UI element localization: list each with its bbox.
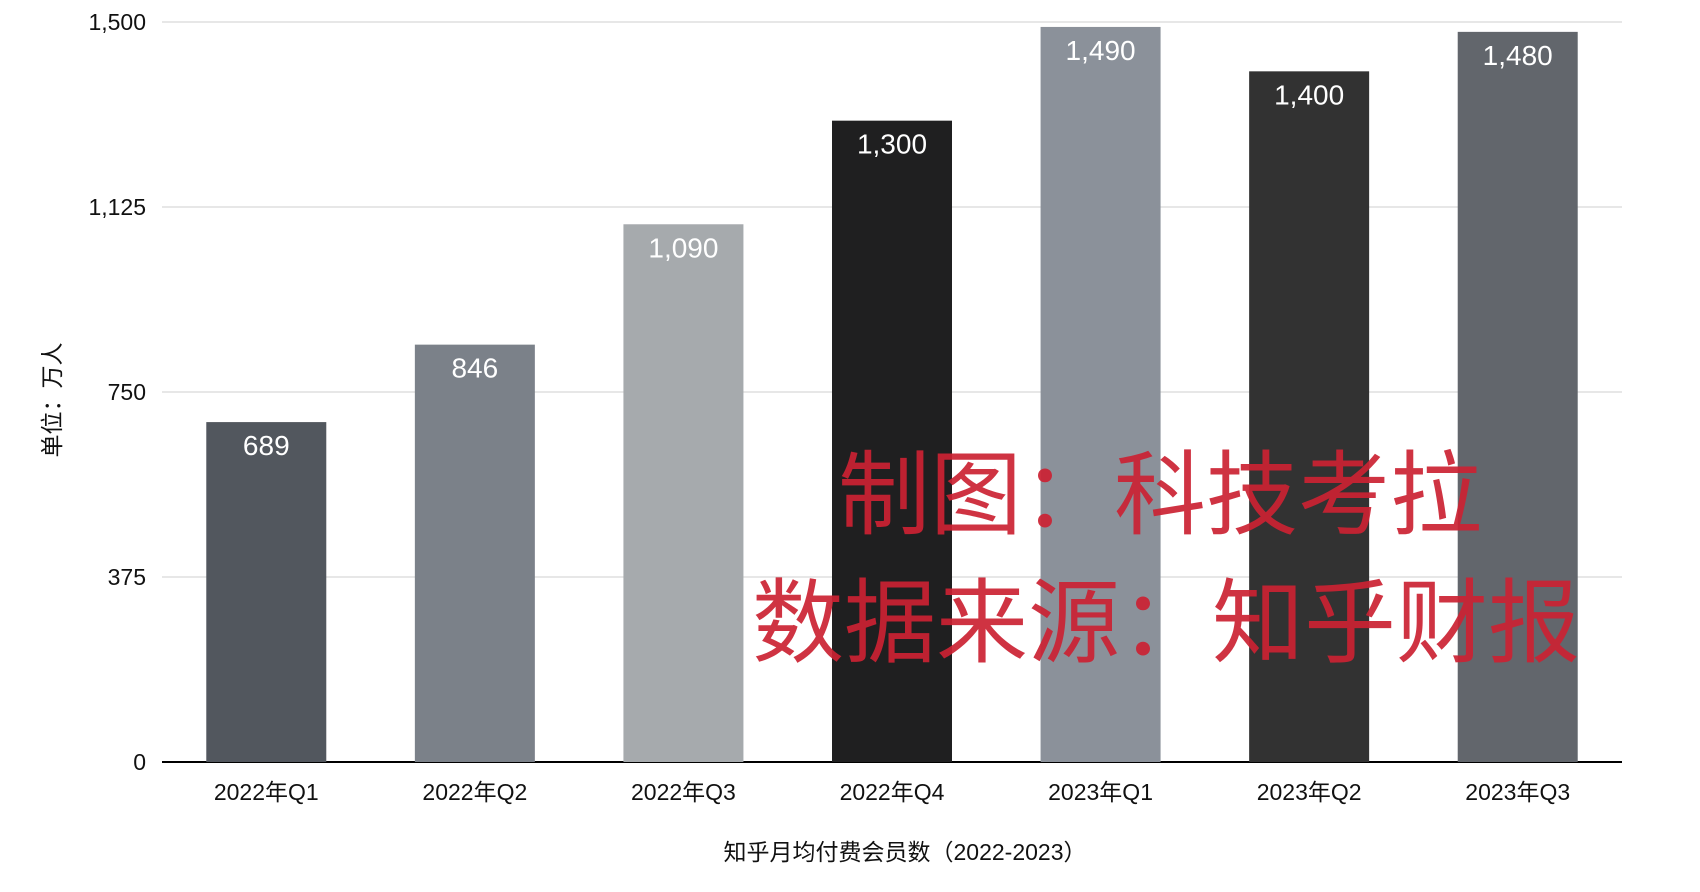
- x-tick-label: 2022年Q2: [422, 779, 527, 805]
- bar: [1040, 26, 1161, 762]
- bar-value-label: 1,480: [1483, 40, 1553, 71]
- bar: [832, 120, 952, 762]
- bar-value-label: 1,090: [648, 232, 718, 263]
- bar: [206, 422, 327, 762]
- x-tick-label: 2023年Q1: [1048, 779, 1153, 805]
- watermark-line-2: 数据来源：知乎财报: [752, 570, 1580, 677]
- bar: [414, 344, 535, 762]
- bars: [206, 26, 1578, 763]
- x-axis-title: 知乎月均付费会员数（2022-2023）: [724, 839, 1087, 865]
- bar: [1249, 71, 1370, 763]
- watermark-line-1: 制图：科技考拉: [838, 442, 1482, 549]
- y-tick-label: 375: [108, 564, 146, 590]
- x-tick-label: 2023年Q3: [1465, 779, 1570, 805]
- bar-value-label: 689: [243, 430, 290, 461]
- bar-value-label: 1,490: [1066, 35, 1136, 66]
- bar: [1457, 31, 1578, 763]
- bar-value-label: 1,400: [1274, 79, 1344, 110]
- y-axis-title: 单位：万人: [39, 343, 65, 458]
- y-tick-label: 1,500: [88, 9, 146, 35]
- bar: [623, 224, 744, 762]
- x-tick-label: 2022年Q4: [840, 779, 945, 805]
- x-tick-label: 2023年Q2: [1257, 779, 1362, 805]
- bar-value-label: 1,300: [857, 129, 927, 160]
- y-tick-label: 1,125: [88, 194, 146, 220]
- x-tick-label: 2022年Q3: [631, 779, 736, 805]
- x-tick-label: 2022年Q1: [214, 779, 319, 805]
- watermark: 制图：科技考拉 数据来源：知乎财报: [752, 442, 1580, 677]
- bar-value-label: 846: [451, 353, 498, 384]
- labels: 0 375 750 1,125 1,500 689 2022年Q1 846 2022年Q2 1,0…: [88, 9, 1570, 805]
- y-tick-label: 0: [133, 749, 146, 775]
- y-tick-label: 750: [108, 379, 146, 405]
